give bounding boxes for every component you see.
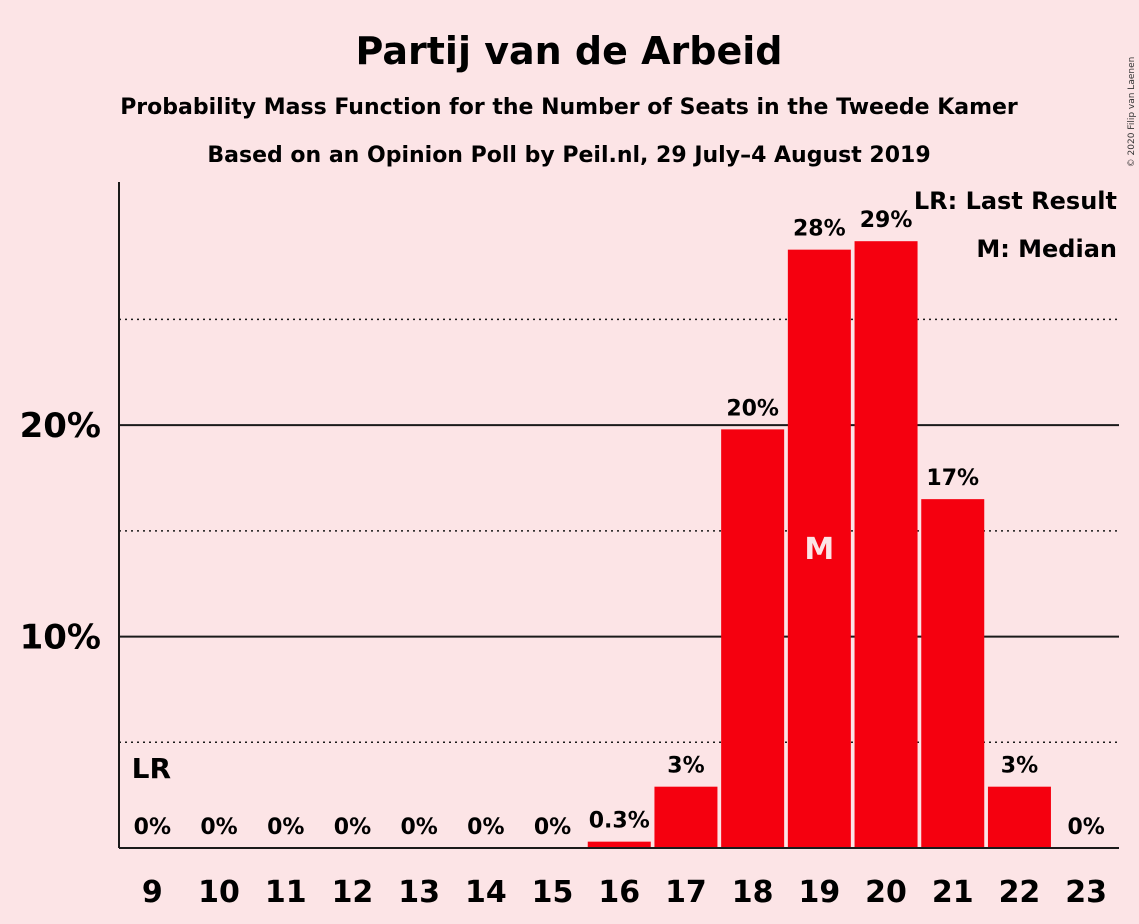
chart-subtitle: Probability Mass Function for the Number…: [120, 95, 1018, 120]
data-label: 0%: [1067, 815, 1104, 840]
bar: [921, 499, 985, 848]
x-tick-label: 20: [865, 875, 907, 910]
data-label: 3%: [667, 754, 704, 779]
data-label: 0%: [534, 815, 571, 840]
data-label: 0%: [400, 815, 437, 840]
bar: [587, 841, 651, 848]
data-label: 0%: [334, 815, 371, 840]
bar-labels: 0% 0% 0% 0% 0% 0% 0% 0.3% 3% 20% 28% 29% 17% 3% 0%: [134, 208, 1105, 840]
bar: [987, 786, 1051, 848]
bars: [587, 241, 1051, 848]
median-marker: M: [804, 532, 834, 567]
data-label: 0%: [467, 815, 504, 840]
x-tick-labels: 9 10 11 12 13 14 15 16 17 18 19 20 21 22 23: [142, 875, 1107, 910]
x-tick-label: 22: [999, 875, 1041, 910]
x-tick-label: 17: [665, 875, 707, 910]
legend-entry-median: M: Median: [976, 235, 1117, 263]
chart-subtitle-source: Based on an Opinion Poll by Peil.nl, 29 …: [207, 143, 930, 168]
x-tick-label: 16: [598, 875, 640, 910]
bar: [721, 429, 785, 848]
x-tick-label: 18: [732, 875, 774, 910]
x-tick-label: 9: [142, 875, 163, 910]
last-result-marker: LR: [132, 752, 171, 785]
axes: [118, 182, 1119, 849]
bar: [854, 241, 918, 848]
data-label: 0%: [134, 815, 171, 840]
data-label: 0%: [200, 815, 237, 840]
y-tick-labels: 10% 20%: [20, 406, 101, 657]
x-tick-label: 15: [532, 875, 574, 910]
data-label: 28%: [793, 217, 846, 242]
x-tick-label: 12: [332, 875, 374, 910]
data-label: 0.3%: [589, 809, 650, 834]
x-tick-label: 19: [798, 875, 840, 910]
bar: [654, 786, 718, 848]
markers: LR M: [132, 532, 835, 785]
data-label: 29%: [860, 208, 913, 233]
x-tick-label: 13: [398, 875, 440, 910]
copyright-note: © 2020 Filip van Laenen: [1127, 57, 1137, 168]
data-label: 20%: [726, 396, 779, 421]
data-label: 17%: [926, 466, 979, 491]
legend-entry-last-result: LR: Last Result: [914, 187, 1117, 215]
y-tick-label: 10%: [20, 618, 101, 658]
chart-title: Partij van de Arbeid: [356, 29, 783, 73]
x-tick-label: 11: [265, 875, 307, 910]
y-tick-label: 20%: [20, 406, 101, 446]
x-tick-label: 10: [198, 875, 240, 910]
x-tick-label: 14: [465, 875, 507, 910]
legend: LR: Last Result M: Median: [914, 187, 1117, 263]
data-label: 3%: [1001, 754, 1038, 779]
data-label: 0%: [267, 815, 304, 840]
bar: [787, 249, 851, 848]
x-tick-label: 21: [932, 875, 974, 910]
x-tick-label: 23: [1065, 875, 1107, 910]
